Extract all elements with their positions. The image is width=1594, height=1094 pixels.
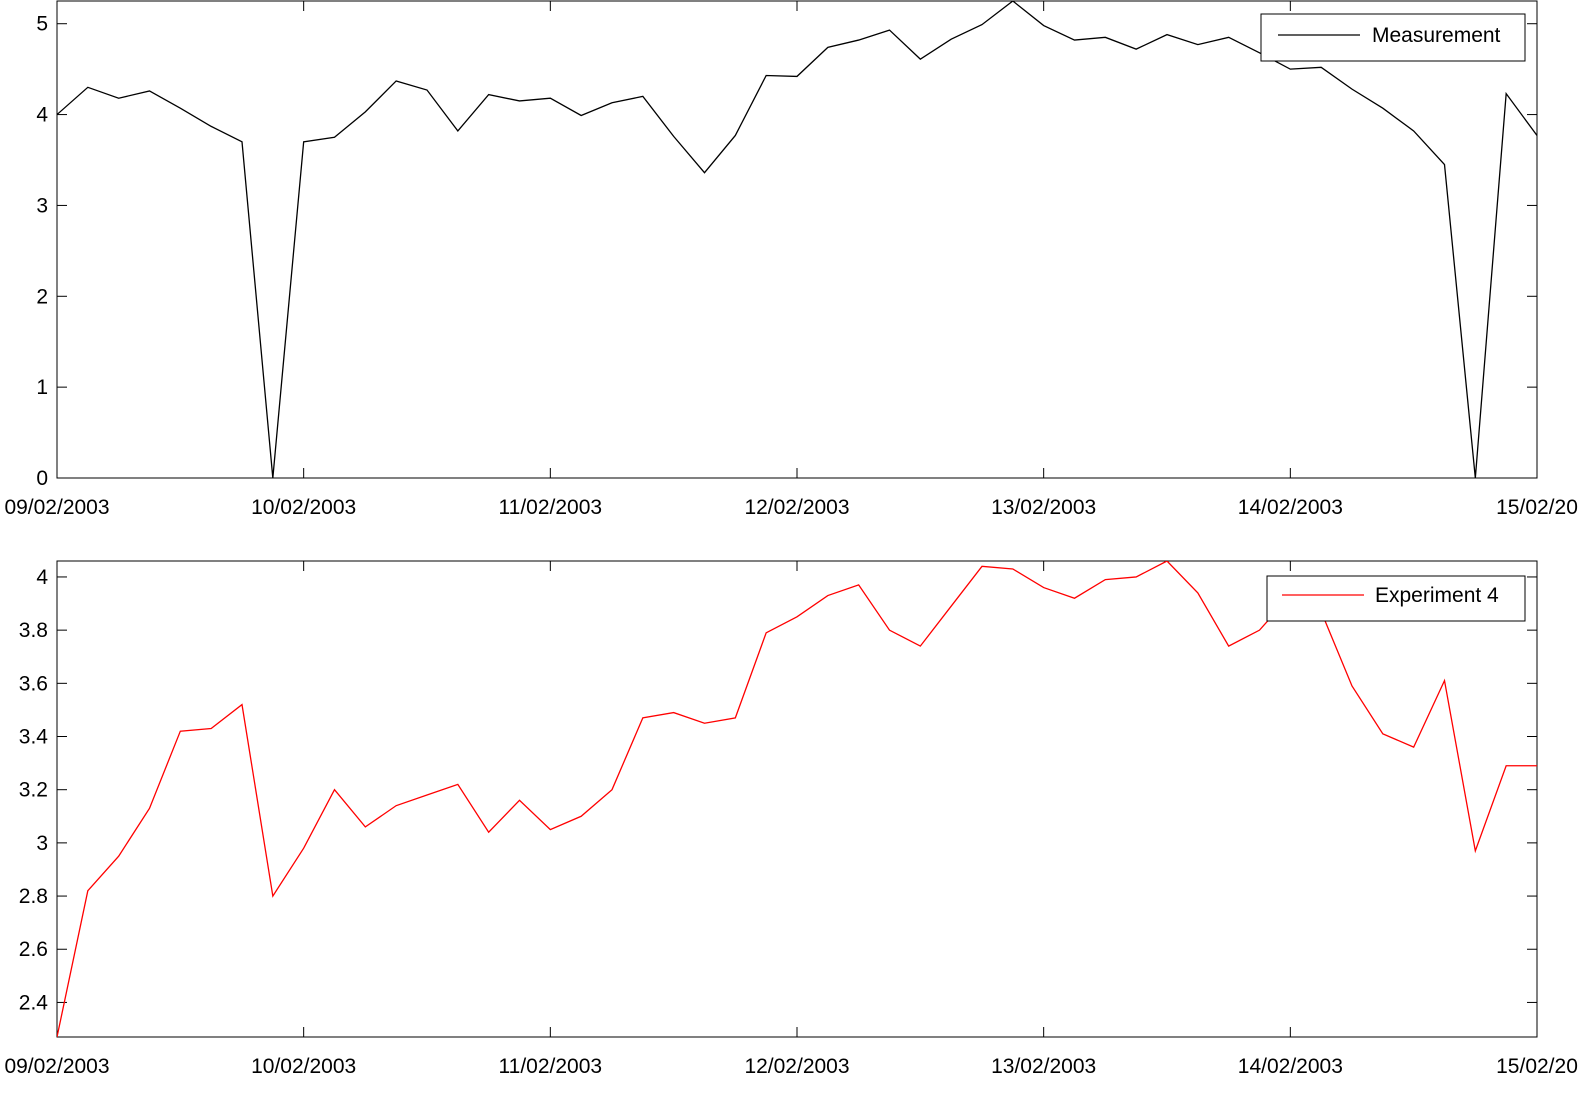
y-tick-label: 2.6: [19, 938, 48, 961]
x-tick-label: 09/02/2003: [4, 496, 109, 519]
plot-frame: [56, 560, 1538, 1038]
x-tick-label: 12/02/2003: [744, 496, 849, 519]
x-tick-label: 10/02/2003: [251, 496, 356, 519]
x-tick-label: 09/02/2003: [4, 1055, 109, 1078]
series-line-measurement: [57, 1, 1537, 478]
y-tick-label: 1: [36, 376, 48, 399]
legend-box: [1266, 575, 1526, 622]
y-tick-label: 2.8: [19, 885, 48, 908]
x-tick-label: 15/02/20: [1496, 496, 1578, 519]
x-tick-label: 14/02/2003: [1238, 496, 1343, 519]
y-tick-label: 3.8: [19, 619, 48, 642]
bottom-plot: 2.4 2.6 2.8 3 3.2 3.4 3.6 3.8 4 09/02/2003 10/02/2…: [4, 560, 1578, 1078]
y-tick-label: 3.4: [19, 726, 49, 749]
top-plot: 0 1 2 3 4 5 09/02/2003 10/02/2003 11/02/2003 12/0…: [4, 0, 1578, 519]
x-tick-label: 14/02/2003: [1238, 1055, 1343, 1078]
y-tick-label: 3.6: [19, 672, 48, 695]
y-tick-label: 5: [36, 13, 48, 36]
y-tick-label: 3: [36, 832, 48, 855]
y-tick-label: 4: [36, 566, 48, 589]
y-tick-label: 0: [36, 467, 48, 490]
y-tick-label: 4: [36, 104, 48, 127]
legend-box: [1260, 13, 1526, 62]
x-tick-label: 13/02/2003: [991, 1055, 1096, 1078]
x-tick-label: 11/02/2003: [499, 1055, 603, 1078]
legend: Experiment 4: [1266, 575, 1526, 622]
x-tick-label: 10/02/2003: [251, 1055, 356, 1078]
y-tick-label: 2: [36, 285, 48, 308]
legend-label: Experiment 4: [1375, 584, 1499, 607]
y-tick-label: 3: [36, 194, 48, 217]
x-tick-label: 15/02/20: [1496, 1055, 1578, 1078]
y-tick-label: 2.4: [19, 991, 49, 1014]
y-tick-label: 3.2: [19, 779, 48, 802]
x-tick-label: 12/02/2003: [744, 1055, 849, 1078]
series-line-experiment-4: [57, 561, 1537, 1037]
x-tick-label: 13/02/2003: [991, 496, 1096, 519]
legend: Measurement: [1260, 13, 1526, 62]
legend-label: Measurement: [1372, 24, 1501, 47]
x-tick-label: 11/02/2003: [499, 496, 603, 519]
